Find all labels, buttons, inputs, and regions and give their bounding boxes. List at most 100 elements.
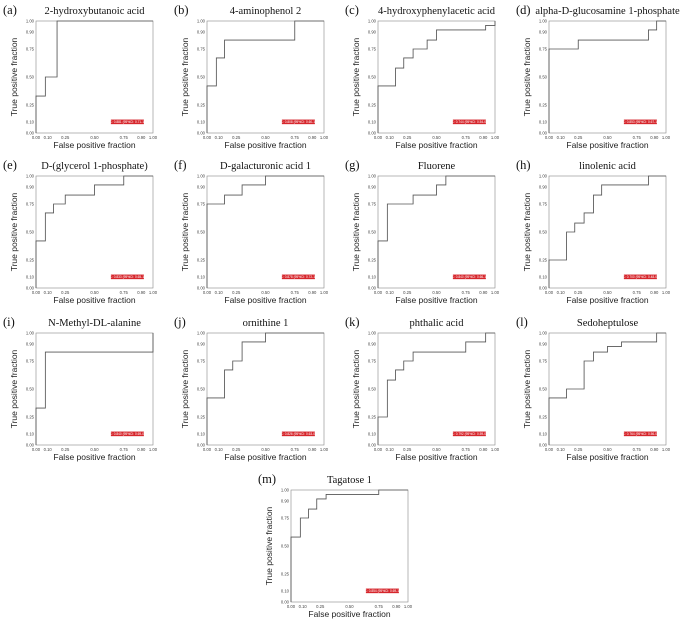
y-tick-label: 0.00	[197, 131, 206, 136]
y-tick-label: 1.00	[26, 174, 35, 179]
y-tick-label: 1.00	[539, 174, 548, 179]
y-tick-label: 1.00	[26, 331, 35, 336]
roc-curve	[35, 333, 154, 445]
x-axis-label: False positive fraction	[395, 452, 477, 462]
x-tick-label: 0.25	[574, 135, 583, 140]
y-tick-label: 0.10	[368, 431, 377, 436]
y-axis-label: True positive fraction	[180, 37, 190, 116]
y-tick-label: 1.00	[539, 19, 548, 24]
y-tick-label: 0.90	[539, 185, 548, 190]
y-tick-label: 0.75	[539, 202, 548, 207]
plot-frame	[206, 20, 325, 134]
y-axis-label: True positive fraction	[351, 349, 361, 428]
x-tick-label: 0.25	[574, 290, 583, 295]
x-tick-label: 0.50	[261, 447, 270, 452]
x-tick-label: 1.00	[320, 447, 329, 452]
x-tick-label: 0.90	[479, 135, 488, 140]
plot-frame	[548, 175, 667, 289]
roc-curve	[548, 20, 666, 133]
y-tick-label: 0.50	[26, 75, 35, 80]
panel-title: Fluorene	[418, 161, 456, 172]
y-tick-label: 0.00	[368, 286, 377, 291]
x-tick-label: 1.00	[320, 290, 329, 295]
x-tick-label: 0.50	[432, 135, 441, 140]
x-tick-label: 1.00	[662, 290, 671, 295]
panel-title: D-galacturonic acid 1	[220, 161, 311, 172]
y-tick-label: 0.00	[281, 600, 290, 605]
x-tick-label: 0.50	[90, 447, 99, 452]
y-tick-label: 0.50	[368, 75, 377, 80]
y-tick-label: 0.90	[197, 185, 206, 190]
x-tick-label: 0.00	[32, 447, 41, 452]
roc-curve	[35, 20, 153, 133]
x-tick-label: 0.75	[462, 135, 471, 140]
x-tick-label: 0.25	[61, 135, 70, 140]
y-tick-label: 0.75	[368, 202, 377, 207]
y-tick-label: 0.10	[368, 119, 377, 124]
x-tick-label: 0.10	[386, 135, 395, 140]
y-tick-label: 0.75	[26, 47, 35, 52]
x-tick-label: 0.25	[232, 447, 241, 452]
x-tick-label: 0.90	[650, 135, 659, 140]
panel-title: 2-hydroxybutanoic acid	[44, 6, 145, 17]
panel-letter: (a)	[3, 3, 17, 17]
x-tick-label: 0.25	[61, 290, 70, 295]
auc-label: AUC: 0.764 (95%CI: 0.56-0.96)	[618, 432, 662, 436]
y-tick-label: 0.10	[197, 274, 206, 279]
x-tick-label: 0.10	[557, 447, 566, 452]
y-tick-label: 0.50	[197, 387, 206, 392]
x-tick-label: 0.00	[545, 447, 554, 452]
auc-label: AUC: 0.854 (95%CI: 0.69-1.00)	[360, 589, 404, 593]
x-axis-label: False positive fraction	[308, 609, 390, 619]
y-tick-label: 0.10	[26, 274, 35, 279]
y-tick-label: 0.90	[197, 342, 206, 347]
y-tick-label: 0.75	[368, 359, 377, 364]
y-tick-label: 0.90	[197, 30, 206, 35]
y-axis-label: True positive fraction	[264, 506, 274, 585]
plot-frame	[290, 489, 409, 603]
roc-curve	[35, 175, 153, 288]
roc-curve	[548, 332, 666, 445]
y-tick-label: 0.00	[539, 443, 548, 448]
roc-curve	[290, 489, 408, 602]
y-tick-label: 1.00	[197, 19, 206, 24]
y-tick-label: 0.90	[26, 185, 35, 190]
y-tick-label: 1.00	[368, 174, 377, 179]
auc-label: AUC: 0.853 (95%CI: 0.67-1.00)	[618, 120, 662, 124]
y-tick-label: 0.75	[26, 202, 35, 207]
x-tick-label: 0.90	[392, 604, 401, 609]
panel-letter: (m)	[258, 472, 276, 486]
y-tick-label: 0.25	[539, 258, 548, 263]
x-tick-label: 0.00	[374, 447, 383, 452]
y-tick-label: 0.00	[197, 443, 206, 448]
plot-frame	[548, 332, 667, 446]
panel-letter: (j)	[174, 315, 186, 329]
x-tick-label: 0.00	[203, 135, 212, 140]
y-axis-label: True positive fraction	[9, 192, 19, 271]
x-tick-label: 0.75	[120, 290, 129, 295]
x-tick-label: 0.50	[261, 135, 270, 140]
auc-label: AUC: 0.840 (95%CI: 0.66-1.00)	[447, 275, 491, 279]
x-tick-label: 0.50	[432, 290, 441, 295]
auc-label: AUC: 0.881 (95%CI: 0.71-1.00)	[105, 120, 149, 124]
y-axis-label: True positive fraction	[180, 192, 190, 271]
x-tick-label: 0.90	[308, 135, 317, 140]
y-tick-label: 0.10	[197, 431, 206, 436]
y-tick-label: 0.75	[26, 359, 35, 364]
auc-label-box	[623, 274, 657, 280]
y-tick-label: 0.50	[539, 230, 548, 235]
y-tick-label: 0.10	[281, 588, 290, 593]
auc-label-box	[452, 431, 486, 437]
y-tick-label: 1.00	[281, 488, 290, 493]
y-tick-label: 0.25	[281, 572, 290, 577]
x-tick-label: 0.75	[633, 135, 642, 140]
y-tick-label: 0.10	[368, 274, 377, 279]
y-tick-label: 1.00	[368, 331, 377, 336]
y-axis-label: True positive fraction	[180, 349, 190, 428]
y-tick-label: 0.50	[539, 387, 548, 392]
y-tick-label: 0.10	[539, 274, 548, 279]
